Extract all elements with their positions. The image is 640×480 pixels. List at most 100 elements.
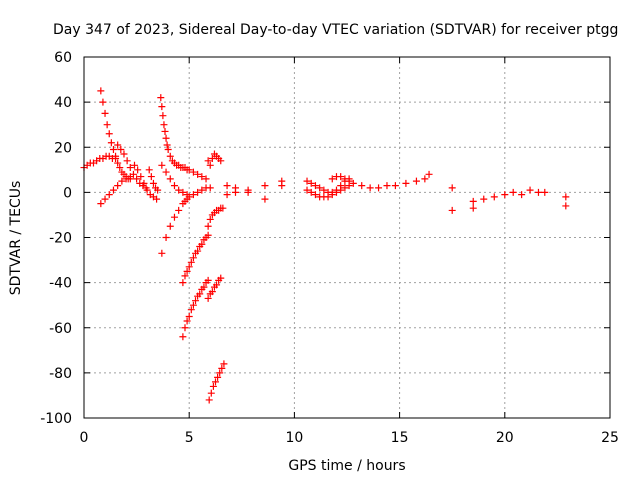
data-point [158, 103, 166, 111]
series-arc-g [157, 94, 210, 183]
data-point [166, 152, 174, 160]
data-point [179, 188, 187, 196]
data-point [97, 200, 105, 208]
series-scatter-mid [223, 177, 286, 203]
data-point [158, 161, 166, 169]
data-point [122, 175, 130, 183]
chart-title: Day 347 of 2023, Sidereal Day-to-day VTE… [53, 22, 618, 38]
data-point [244, 188, 252, 196]
data-point [109, 186, 117, 194]
data-point [120, 150, 128, 158]
data-point [153, 195, 161, 203]
data-point [448, 206, 456, 214]
data-point [170, 182, 178, 190]
data-point [501, 191, 509, 199]
data-point [163, 141, 171, 149]
data-point [143, 186, 151, 194]
data-point [324, 193, 332, 201]
data-point [391, 182, 399, 190]
data-point [187, 306, 195, 314]
data-point [164, 146, 172, 154]
data-point [366, 184, 374, 192]
data-point [412, 177, 420, 185]
data-point [185, 263, 193, 271]
data-point [212, 378, 219, 386]
y-axis-label: SDTVAR / TECUs [8, 181, 24, 296]
data-point [204, 294, 212, 302]
data-point [114, 141, 122, 149]
data-point [179, 279, 187, 287]
x-tick-label: 0 [80, 430, 89, 446]
data-point [200, 283, 208, 291]
data-point [218, 364, 226, 372]
data-point [206, 161, 214, 169]
data-point [181, 197, 189, 205]
data-point [518, 191, 526, 199]
y-tick-label: -80 [49, 366, 72, 382]
series-arc-n [204, 204, 227, 230]
data-point [337, 173, 345, 181]
data-point [534, 188, 542, 196]
tick-layer: 0 5 10 15 20 25 -100 -80 -60 -40 -20 0 20 40 60 [40, 50, 619, 446]
data-point [316, 184, 324, 192]
data-point [303, 177, 311, 185]
x-tick-label: 15 [391, 430, 409, 446]
data-point [185, 193, 193, 201]
data-point [448, 184, 456, 192]
data-point [421, 175, 429, 183]
data-point [358, 182, 366, 190]
data-point [220, 360, 228, 368]
data-point [345, 177, 353, 185]
grid-layer [84, 57, 610, 418]
data-point [133, 175, 141, 183]
data-point [158, 249, 166, 257]
series-arc-s [328, 173, 357, 187]
data-point [204, 222, 212, 230]
data-point [206, 184, 214, 192]
data-point [118, 177, 126, 185]
x-tick-label: 25 [601, 430, 619, 446]
data-point [101, 109, 109, 117]
data-point [160, 121, 168, 129]
y-tick-label: -40 [49, 276, 72, 292]
data-point [562, 202, 570, 210]
data-point [202, 175, 210, 183]
data-point [209, 382, 217, 390]
data-point [526, 186, 534, 194]
data-point [129, 170, 137, 178]
data-point [425, 170, 433, 178]
data-point [311, 191, 319, 199]
data-point [103, 121, 111, 129]
series-arc-j [179, 231, 212, 287]
data-point [204, 231, 212, 239]
data-point [198, 186, 206, 194]
data-point [196, 290, 204, 298]
data-point [219, 204, 227, 212]
data-point [204, 157, 212, 165]
data-point [383, 182, 391, 190]
data-point [162, 134, 170, 142]
data-points [80, 87, 570, 404]
y-tick-label: 60 [54, 50, 72, 66]
data-point [170, 213, 178, 221]
data-point [469, 204, 477, 212]
data-point [145, 166, 153, 174]
data-point [189, 254, 197, 262]
data-point [116, 164, 124, 172]
y-tick-label: -100 [40, 411, 72, 427]
data-point [205, 396, 213, 404]
data-point [117, 146, 125, 154]
data-point [130, 161, 138, 169]
data-point [175, 206, 183, 214]
data-point [480, 195, 488, 203]
y-tick-label: -60 [49, 321, 72, 337]
data-point [469, 197, 477, 205]
data-point [231, 188, 239, 196]
series-arc-i [158, 195, 191, 257]
data-point [223, 182, 231, 190]
data-point [147, 173, 155, 181]
data-point [183, 267, 191, 275]
data-point [185, 312, 193, 320]
data-point [216, 369, 224, 377]
x-tick-label: 10 [285, 430, 303, 446]
